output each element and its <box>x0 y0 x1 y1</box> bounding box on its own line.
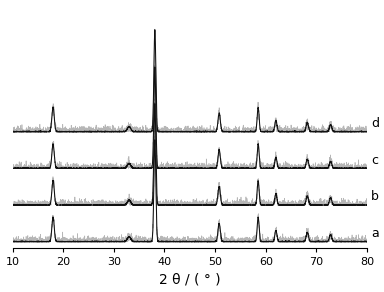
Text: b: b <box>371 190 379 204</box>
Text: a: a <box>371 227 379 240</box>
Text: c: c <box>371 154 378 167</box>
X-axis label: 2 θ / ( ° ): 2 θ / ( ° ) <box>159 272 221 286</box>
Text: d: d <box>371 117 379 130</box>
